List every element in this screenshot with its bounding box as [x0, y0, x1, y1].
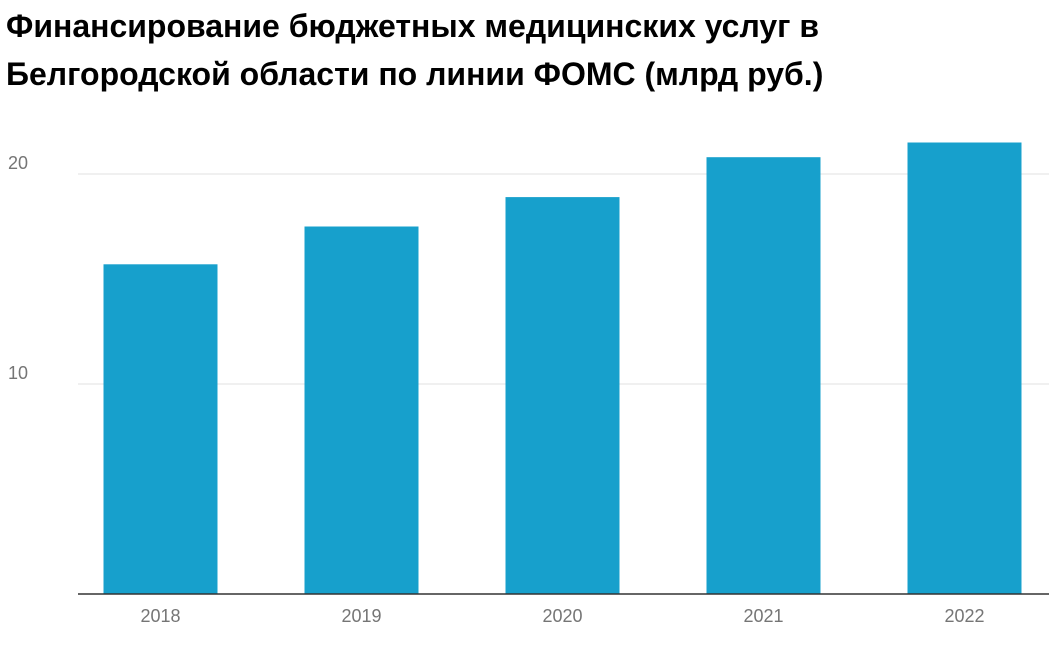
x-tick-label: 2019: [341, 606, 381, 626]
x-tick-label: 2021: [743, 606, 783, 626]
x-tick-label: 2018: [140, 606, 180, 626]
x-tick-label: 2020: [542, 606, 582, 626]
bar: [907, 142, 1022, 594]
bar: [505, 197, 620, 594]
bar: [103, 264, 218, 594]
chart-title: Финансирование бюджетных медицинских усл…: [6, 8, 824, 92]
y-tick-label: 10: [8, 363, 28, 383]
bar: [304, 226, 419, 594]
x-tick-label: 2022: [944, 606, 984, 626]
bar: [706, 157, 821, 594]
y-tick-label: 20: [8, 153, 28, 173]
